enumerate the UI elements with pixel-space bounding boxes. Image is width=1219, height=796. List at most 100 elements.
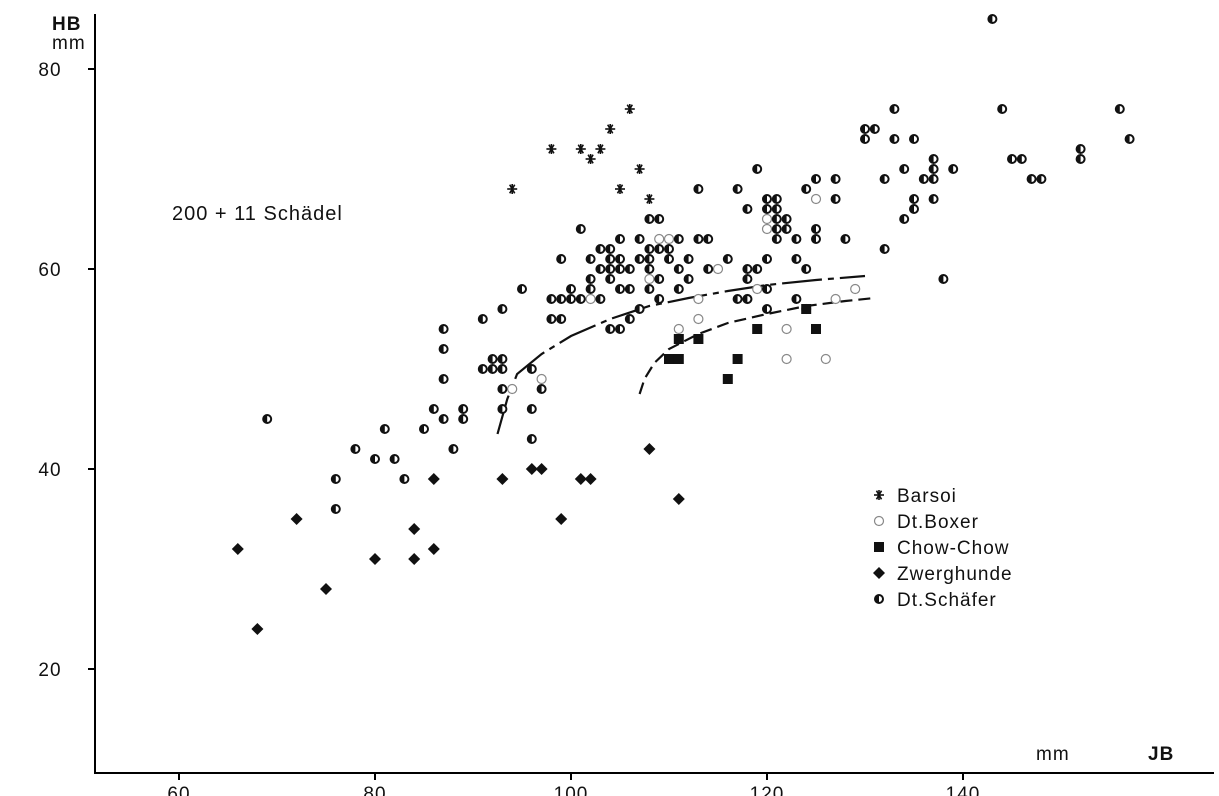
point-half-filled-circle bbox=[477, 364, 488, 374]
point-half-filled-circle bbox=[487, 364, 498, 374]
point-asterisk bbox=[644, 194, 655, 204]
point-filled-square bbox=[673, 354, 684, 364]
point-half-filled-circle bbox=[948, 164, 959, 174]
point-half-filled-circle bbox=[634, 254, 645, 264]
point-half-filled-circle bbox=[938, 274, 949, 284]
point-half-filled-circle bbox=[869, 124, 880, 134]
point-open-circle bbox=[654, 233, 665, 245]
point-half-filled-circle bbox=[556, 294, 567, 304]
point-half-filled-circle bbox=[654, 244, 665, 254]
point-asterisk bbox=[585, 154, 596, 164]
point-half-filled-circle bbox=[370, 454, 380, 464]
point-asterisk bbox=[507, 184, 518, 194]
point-half-filled-circle bbox=[330, 474, 341, 484]
point-filled-diamond bbox=[320, 583, 332, 595]
point-open-circle bbox=[673, 323, 684, 335]
point-half-filled-circle bbox=[928, 164, 939, 174]
point-half-filled-circle bbox=[497, 404, 508, 414]
point-half-filled-circle bbox=[928, 154, 939, 164]
point-filled-diamond bbox=[584, 473, 597, 485]
y-tick-label: 20 bbox=[38, 660, 61, 681]
point-half-filled-circle bbox=[771, 214, 782, 224]
point-half-filled-circle bbox=[771, 204, 782, 214]
point-half-filled-circle bbox=[438, 324, 449, 334]
point-open-circle bbox=[693, 293, 704, 305]
point-half-filled-circle bbox=[566, 294, 576, 304]
point-half-filled-circle bbox=[830, 174, 841, 184]
point-half-filled-circle bbox=[928, 194, 939, 204]
point-half-filled-circle bbox=[575, 224, 586, 234]
point-half-filled-circle bbox=[1075, 144, 1086, 154]
point-half-filled-circle bbox=[350, 444, 361, 454]
point-half-filled-circle bbox=[673, 264, 684, 274]
point-half-filled-circle bbox=[703, 264, 714, 274]
point-open-circle bbox=[820, 353, 831, 365]
point-half-filled-circle bbox=[575, 294, 586, 304]
point-half-filled-circle bbox=[771, 194, 782, 204]
point-half-filled-circle bbox=[703, 234, 714, 244]
point-half-filled-circle bbox=[791, 254, 802, 264]
point-half-filled-circle bbox=[1036, 174, 1047, 184]
point-filled-diamond bbox=[555, 513, 568, 525]
legend-label: Chow-Chow bbox=[897, 538, 1009, 559]
point-half-filled-circle bbox=[526, 434, 537, 444]
point-filled-square bbox=[801, 304, 812, 314]
legend-marker-filled-square bbox=[874, 542, 884, 552]
x-tick-label: 100 bbox=[554, 784, 589, 796]
point-half-filled-circle bbox=[771, 234, 782, 244]
point-half-filled-circle bbox=[536, 384, 547, 394]
point-filled-diamond bbox=[643, 443, 656, 455]
point-half-filled-circle bbox=[546, 314, 557, 324]
point-half-filled-circle bbox=[605, 254, 616, 264]
point-half-filled-circle bbox=[497, 384, 508, 394]
x-tick-label: 60 bbox=[167, 784, 190, 796]
point-half-filled-circle bbox=[742, 204, 753, 214]
point-half-filled-circle bbox=[624, 264, 635, 274]
point-open-circle bbox=[507, 383, 518, 395]
point-filled-diamond bbox=[574, 473, 587, 485]
point-half-filled-circle bbox=[811, 174, 821, 184]
point-half-filled-circle bbox=[791, 294, 802, 304]
point-half-filled-circle bbox=[497, 304, 508, 314]
point-half-filled-circle bbox=[899, 164, 910, 174]
point-half-filled-circle bbox=[585, 254, 596, 264]
point-open-circle bbox=[693, 313, 704, 325]
point-half-filled-circle bbox=[458, 414, 469, 424]
point-half-filled-circle bbox=[762, 304, 772, 314]
x-tick-label: 140 bbox=[946, 784, 981, 796]
point-half-filled-circle bbox=[830, 194, 841, 204]
point-half-filled-circle bbox=[1114, 104, 1125, 114]
point-open-circle bbox=[585, 293, 596, 305]
point-filled-square bbox=[673, 334, 684, 344]
point-half-filled-circle bbox=[644, 264, 655, 274]
point-half-filled-circle bbox=[615, 234, 625, 244]
point-half-filled-circle bbox=[899, 214, 910, 224]
legend-label: Dt.Schäfer bbox=[897, 590, 997, 611]
legend-marker-open-circle bbox=[873, 515, 885, 527]
point-half-filled-circle bbox=[918, 174, 929, 184]
point-open-circle bbox=[663, 233, 675, 245]
point-asterisk bbox=[615, 184, 625, 194]
point-half-filled-circle bbox=[801, 264, 812, 274]
point-filled-diamond bbox=[369, 553, 381, 565]
axes bbox=[94, 14, 1214, 774]
point-open-circle bbox=[712, 263, 724, 275]
point-half-filled-circle bbox=[762, 284, 772, 294]
point-half-filled-circle bbox=[1124, 134, 1135, 144]
point-filled-diamond bbox=[427, 543, 440, 555]
x-tick-label: 80 bbox=[363, 784, 386, 796]
point-half-filled-circle bbox=[860, 134, 870, 144]
point-half-filled-circle bbox=[546, 294, 557, 304]
point-half-filled-circle bbox=[742, 294, 753, 304]
point-half-filled-circle bbox=[742, 264, 753, 274]
point-half-filled-circle bbox=[987, 14, 998, 24]
point-filled-diamond bbox=[408, 553, 421, 565]
point-half-filled-circle bbox=[732, 184, 743, 194]
point-half-filled-circle bbox=[683, 274, 694, 284]
point-open-circle bbox=[761, 223, 773, 235]
point-half-filled-circle bbox=[428, 404, 439, 414]
point-half-filled-circle bbox=[477, 314, 488, 324]
point-filled-square bbox=[664, 354, 674, 364]
y-tick-label: 80 bbox=[38, 60, 61, 81]
